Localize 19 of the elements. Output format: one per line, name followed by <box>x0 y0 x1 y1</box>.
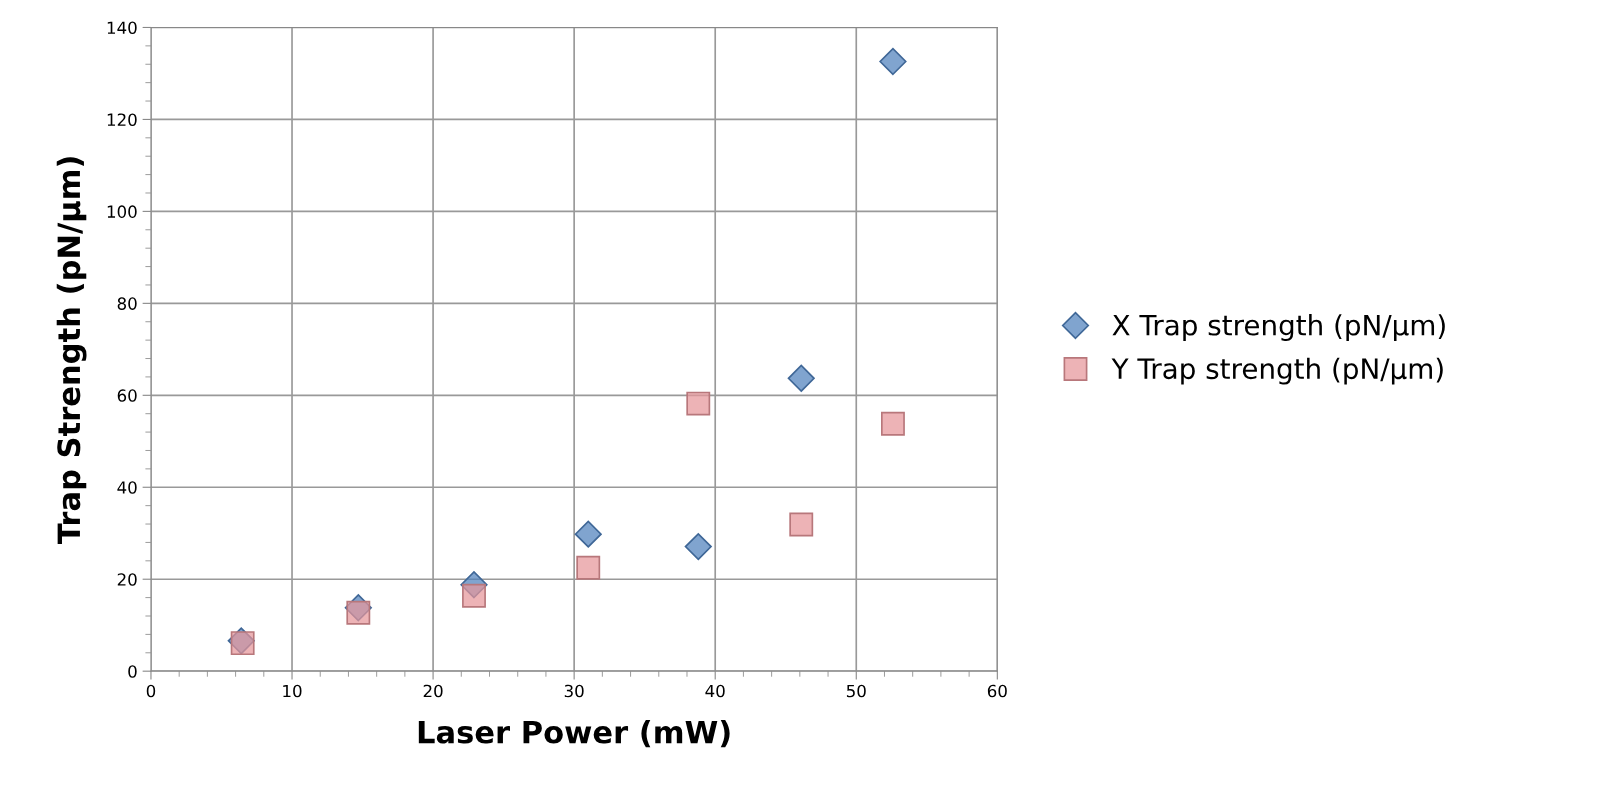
y-tick-label: 60 <box>117 389 137 402</box>
x-tick-label: 50 <box>846 684 866 698</box>
y-tick-label: 20 <box>117 573 137 586</box>
x-tick-label: 60 <box>987 684 1007 698</box>
x-axis-title: Laser Power (mW) <box>418 719 730 748</box>
y-tick-label: 80 <box>117 297 137 310</box>
x-tick-label: 20 <box>423 684 443 698</box>
x-tick-label: 10 <box>283 684 302 698</box>
y-tick-label: 140 <box>107 21 137 35</box>
y-axis-title: Trap Strength (pN/µm) <box>56 157 87 544</box>
x-tick-label: 30 <box>564 684 584 698</box>
y-tick-label: 120 <box>107 113 137 126</box>
x-tick-label: 40 <box>705 684 725 698</box>
x-tick-label: 0 <box>146 684 156 698</box>
y-tick-label: 0 <box>128 665 137 678</box>
legend-label: X Trap strength (pN/µm) <box>1112 314 1445 341</box>
y-tick-label: 100 <box>107 205 137 218</box>
legend-label: Y Trap strength (pN/µm) <box>1111 357 1443 385</box>
y-tick-label: 40 <box>117 481 137 494</box>
